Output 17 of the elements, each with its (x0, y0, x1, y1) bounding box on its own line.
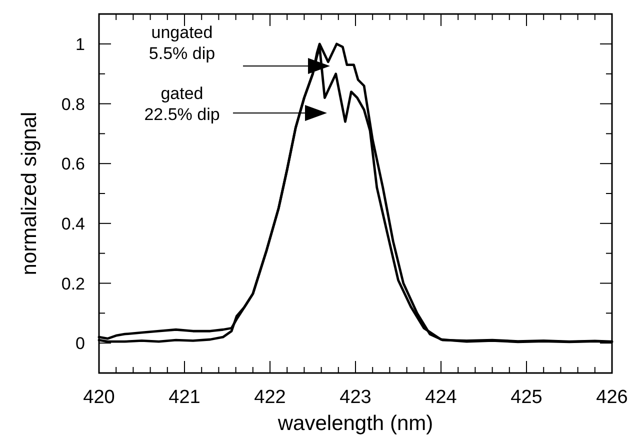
x-tick-label: 423 (340, 387, 372, 408)
x-tick-label: 424 (425, 387, 458, 408)
x-tick-label: 425 (510, 387, 542, 408)
y-tick-label: 0.6 (61, 154, 85, 174)
x-tick-label: 426 (596, 387, 628, 408)
x-tick-label: 420 (83, 387, 115, 408)
y-tick-label: 1 (76, 34, 85, 54)
y-tick-label: 0 (76, 334, 85, 354)
y-tick-label: 0.2 (61, 274, 85, 294)
x-tick-label: 421 (168, 387, 200, 408)
x-tick-label: 422 (254, 387, 286, 408)
annotation: ungated 5.5% dip (148, 23, 216, 63)
annotation: gated 22.5% dip (144, 84, 220, 124)
y-tick-label: 0.4 (61, 214, 85, 234)
y-tick-label: 0.8 (61, 94, 85, 114)
y-axis-title: normalized signal (18, 112, 41, 276)
x-axis-title: wavelength (nm) (276, 412, 434, 435)
